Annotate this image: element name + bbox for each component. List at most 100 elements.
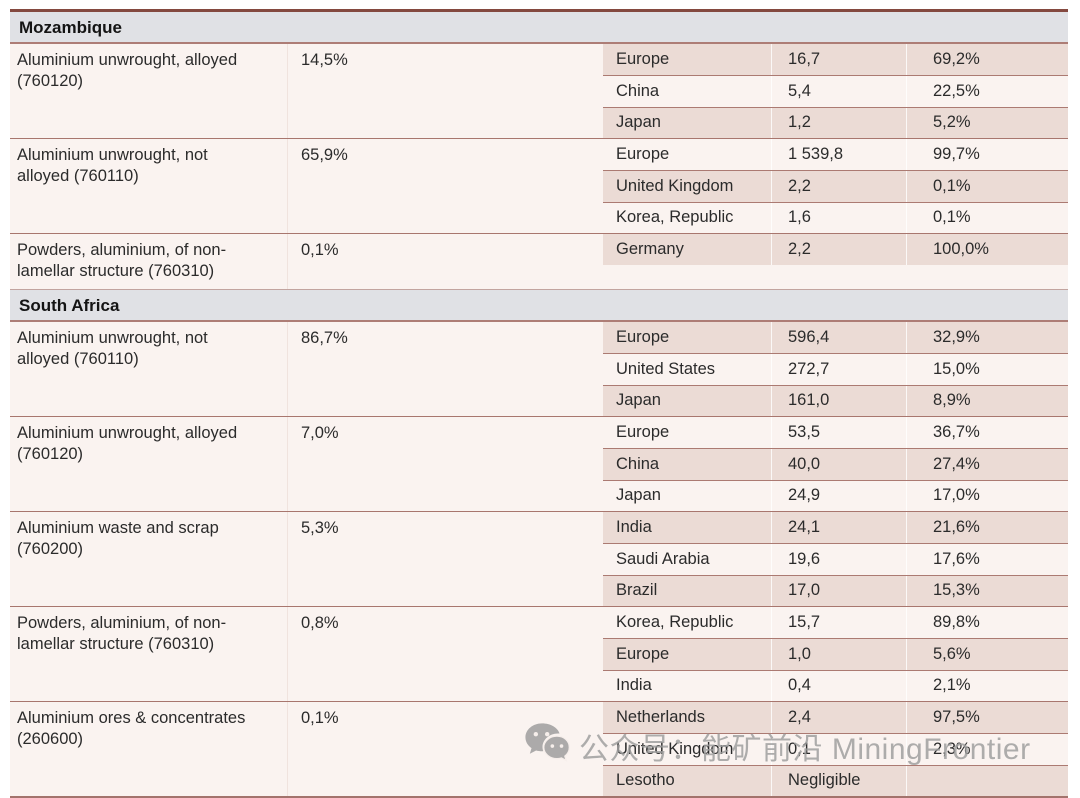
destination-share: 2,3%: [933, 739, 971, 758]
section-mozambique: Mozambique Aluminium unwrought, alloyed (7…: [10, 12, 1068, 290]
destination-row: Brazil 17,0 15,3%: [603, 574, 1068, 606]
trade-table: Mozambique Aluminium unwrought, alloyed (7…: [10, 9, 1068, 798]
product-cell: Aluminium unwrought, alloyed (760120): [10, 44, 288, 138]
destination-row: Europe 16,7 69,2%: [603, 44, 1068, 76]
destination-value: 24,9: [772, 480, 907, 511]
destination-subtable: India 24,1 21,6% Saudi Arabia 19,6 17,6% Brazi…: [603, 511, 1068, 606]
product-line: alloyed (760110): [17, 349, 139, 368]
destination-share: [907, 766, 1068, 796]
destination-value: 15,7: [772, 606, 907, 639]
product-line: Aluminium unwrought, alloyed: [17, 51, 238, 69]
destination-subtable: Netherlands 2,4 97,5% United Kingdom 0,1 2,3%…: [603, 701, 1068, 796]
destination-subtable: Europe 1 539,8 99,7% United Kingdom 2,2 0,1% K…: [603, 138, 1068, 233]
destination-country: Japan: [603, 385, 772, 416]
destination-value: 5,4: [772, 76, 907, 107]
destination-value: 2,2: [772, 171, 907, 202]
destination-subtable: Korea, Republic 15,7 89,8% Europe 1,0 5,6% Ind…: [603, 606, 1068, 701]
destination-country: Europe: [603, 416, 772, 449]
destination-value: 19,6: [772, 544, 907, 575]
destination-country: China: [603, 449, 772, 480]
destination-share: 0,1%: [933, 208, 971, 227]
destination-row: United States 272,7 15,0%: [603, 353, 1068, 385]
product-line: Aluminium unwrought, not: [17, 328, 208, 347]
destination-country: Lesotho: [603, 765, 772, 796]
destination-share: 15,0%: [933, 359, 980, 378]
product-line: lamellar structure (760310): [17, 634, 215, 653]
destination-share: 99,7%: [933, 145, 980, 164]
destination-row: Japan 161,0 8,9%: [603, 384, 1068, 416]
destination-value: 2,4: [772, 701, 907, 734]
product-line: Powders, aluminium, of non-: [17, 613, 227, 632]
destination-subtable: Europe 16,7 69,2% China 5,4 22,5% Japan 1,2 5,2%: [603, 44, 1068, 138]
destination-value: 16,7: [772, 44, 907, 76]
product-share-cell: 0,1%: [301, 708, 339, 727]
destination-country: Europe: [603, 138, 772, 171]
destination-country: Saudi Arabia: [603, 544, 772, 575]
product-line: Aluminium unwrought, alloyed: [17, 423, 238, 442]
destination-share: 17,6%: [933, 549, 980, 568]
product-share-cell: 5,3%: [301, 518, 339, 537]
section-header: Mozambique: [10, 12, 1068, 44]
destination-share: 15,3%: [933, 581, 980, 600]
destination-row: Europe 596,4 32,9%: [603, 321, 1068, 354]
destination-value: 53,5: [772, 416, 907, 449]
destination-country: Japan: [603, 480, 772, 511]
destination-subtable: Germany 2,2 100,0%: [603, 233, 1068, 289]
product-group: Powders, aluminium, of non-lamellar stru…: [10, 606, 1068, 702]
destination-share: 0,1%: [933, 176, 971, 195]
destination-country: Japan: [603, 107, 772, 138]
destination-value: 2,2: [772, 233, 907, 266]
destination-share: 32,9%: [933, 328, 980, 347]
destination-share: 2,1%: [933, 676, 971, 695]
product-share-cell: 0,8%: [301, 613, 339, 632]
destination-value: 161,0: [772, 385, 907, 416]
product-cell: Aluminium unwrought, not alloyed (760110): [10, 321, 288, 416]
product-group: Aluminium unwrought, alloyed (760120) 7,0%…: [10, 416, 1068, 512]
destination-country: India: [603, 670, 772, 701]
destination-country: Brazil: [603, 575, 772, 606]
product-cell: Powders, aluminium, of non-lamellar stru…: [10, 233, 288, 289]
destination-row: Europe 53,5 36,7%: [603, 416, 1068, 449]
product-line: (760120): [17, 72, 84, 90]
destination-share: 17,0%: [933, 486, 980, 505]
destination-row: Japan 24,9 17,0%: [603, 479, 1068, 511]
product-group: Aluminium ores & concentrates (260600) 0,1…: [10, 701, 1068, 798]
destination-row: Korea, Republic 1,6 0,1%: [603, 201, 1068, 233]
product-group: Aluminium unwrought, not alloyed (760110)…: [10, 321, 1068, 417]
product-line: Aluminium unwrought, not: [17, 145, 208, 164]
destination-share: 69,2%: [933, 50, 980, 69]
destination-value: 17,0: [772, 575, 907, 606]
destination-country: Korea, Republic: [603, 202, 772, 233]
destination-share: 36,7%: [933, 423, 980, 442]
product-share-cell: 86,7%: [301, 328, 348, 347]
product-group: Aluminium unwrought, not alloyed (760110)…: [10, 138, 1068, 234]
destination-row: China 40,0 27,4%: [603, 448, 1068, 480]
product-group: Powders, aluminium, of non-lamellar stru…: [10, 233, 1068, 290]
destination-value: 1,2: [772, 107, 907, 138]
destination-value: 596,4: [772, 321, 907, 354]
destination-row: Saudi Arabia 19,6 17,6%: [603, 543, 1068, 575]
destination-value: Negligible: [772, 765, 907, 796]
destination-row: Europe 1 539,8 99,7%: [603, 138, 1068, 171]
destination-value: 0,4: [772, 670, 907, 701]
destination-row: India 0,4 2,1%: [603, 669, 1068, 701]
product-line: alloyed (760110): [17, 166, 139, 185]
destination-share: 21,6%: [933, 518, 980, 537]
product-cell: Aluminium ores & concentrates (260600): [10, 701, 288, 796]
destination-country: Korea, Republic: [603, 606, 772, 639]
destination-country: United Kingdom: [603, 171, 772, 202]
destination-country: Europe: [603, 321, 772, 354]
destination-row: Japan 1,2 5,2%: [603, 106, 1068, 138]
destination-share: 89,8%: [933, 613, 980, 632]
destination-share: 22,5%: [933, 81, 980, 100]
destination-value: 272,7: [772, 354, 907, 385]
destination-row: United Kingdom 2,2 0,1%: [603, 170, 1068, 202]
product-cell: Aluminium waste and scrap (760200): [10, 511, 288, 606]
destination-row: China 5,4 22,5%: [603, 75, 1068, 107]
destination-country: Europe: [603, 639, 772, 670]
product-line: (760120): [17, 444, 84, 463]
destination-share: 100,0%: [933, 240, 989, 259]
product-line: lamellar structure (760310): [17, 261, 215, 280]
product-cell: Aluminium unwrought, not alloyed (760110): [10, 138, 288, 233]
destination-value: 0,1: [772, 734, 907, 765]
